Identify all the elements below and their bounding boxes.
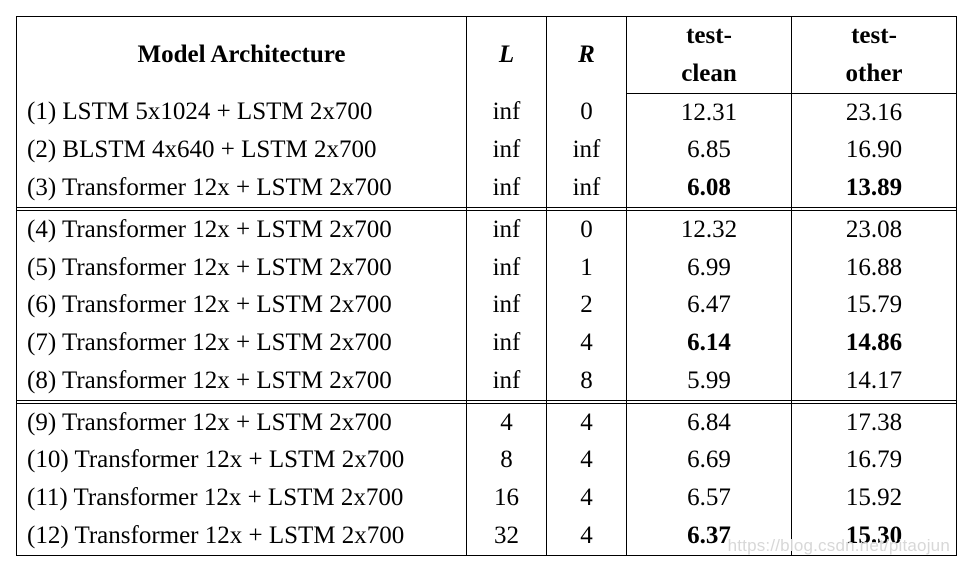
cell-test-other: 16.79 (792, 441, 957, 479)
cell-R: inf (547, 131, 627, 169)
table-row: (11) Transformer 12x + LSTM 2x7001646.57… (17, 479, 957, 517)
cell-L: inf (467, 249, 547, 287)
cell-R: 0 (547, 93, 627, 131)
cell-test-other: 15.30 (792, 517, 957, 555)
cell-arch: (1) LSTM 5x1024 + LSTM 2x700 (17, 93, 467, 131)
cell-L: inf (467, 169, 547, 207)
cell-test-clean: 12.31 (627, 93, 792, 131)
cell-test-other: 14.86 (792, 324, 957, 362)
table-row: (12) Transformer 12x + LSTM 2x7003246.37… (17, 517, 957, 555)
cell-R: 4 (547, 324, 627, 362)
cell-test-clean: 6.57 (627, 479, 792, 517)
table-row: (2) BLSTM 4x640 + LSTM 2x700infinf6.8516… (17, 131, 957, 169)
col-arch: Model Architecture (17, 17, 467, 94)
cell-test-other: 23.08 (792, 210, 957, 248)
cell-R: 4 (547, 479, 627, 517)
cell-test-other: 17.38 (792, 403, 957, 441)
table-body: (1) LSTM 5x1024 + LSTM 2x700inf012.3123.… (17, 93, 957, 555)
cell-L: inf (467, 286, 547, 324)
cell-L: inf (467, 210, 547, 248)
cell-R: 1 (547, 249, 627, 287)
header-row-1: Model Architecture L R test- test- (17, 17, 957, 55)
results-table: Model Architecture L R test- test- clean… (16, 16, 957, 556)
cell-test-other: 14.17 (792, 362, 957, 400)
cell-arch: (10) Transformer 12x + LSTM 2x700 (17, 441, 467, 479)
cell-test-clean: 6.69 (627, 441, 792, 479)
cell-arch: (7) Transformer 12x + LSTM 2x700 (17, 324, 467, 362)
table-header: Model Architecture L R test- test- clean… (17, 17, 957, 94)
col-test-other-1: test- (792, 17, 957, 55)
cell-R: 0 (547, 210, 627, 248)
cell-arch: (8) Transformer 12x + LSTM 2x700 (17, 362, 467, 400)
cell-arch: (4) Transformer 12x + LSTM 2x700 (17, 210, 467, 248)
table-row: (3) Transformer 12x + LSTM 2x700infinf6.… (17, 169, 957, 207)
cell-test-clean: 6.99 (627, 249, 792, 287)
cell-test-clean: 6.85 (627, 131, 792, 169)
cell-arch: (5) Transformer 12x + LSTM 2x700 (17, 249, 467, 287)
cell-arch: (6) Transformer 12x + LSTM 2x700 (17, 286, 467, 324)
cell-L: 32 (467, 517, 547, 555)
cell-L: inf (467, 362, 547, 400)
table-row: (1) LSTM 5x1024 + LSTM 2x700inf012.3123.… (17, 93, 957, 131)
col-test-clean-1: test- (627, 17, 792, 55)
col-L: L (467, 17, 547, 94)
cell-L: 16 (467, 479, 547, 517)
cell-arch: (2) BLSTM 4x640 + LSTM 2x700 (17, 131, 467, 169)
cell-test-clean: 6.14 (627, 324, 792, 362)
cell-test-clean: 6.08 (627, 169, 792, 207)
cell-arch: (3) Transformer 12x + LSTM 2x700 (17, 169, 467, 207)
cell-test-other: 15.79 (792, 286, 957, 324)
cell-test-clean: 6.84 (627, 403, 792, 441)
cell-R: 2 (547, 286, 627, 324)
cell-L: 8 (467, 441, 547, 479)
table-row: (9) Transformer 12x + LSTM 2x700446.8417… (17, 403, 957, 441)
cell-test-other: 23.16 (792, 93, 957, 131)
cell-test-clean: 6.47 (627, 286, 792, 324)
cell-test-other: 16.88 (792, 249, 957, 287)
cell-R: 8 (547, 362, 627, 400)
cell-test-other: 15.92 (792, 479, 957, 517)
cell-test-other: 13.89 (792, 169, 957, 207)
table-row: (8) Transformer 12x + LSTM 2x700inf85.99… (17, 362, 957, 400)
cell-test-other: 16.90 (792, 131, 957, 169)
cell-L: 4 (467, 403, 547, 441)
cell-L: inf (467, 131, 547, 169)
col-test-other-2: other (792, 55, 957, 93)
cell-R: 4 (547, 441, 627, 479)
table-row: (10) Transformer 12x + LSTM 2x700846.691… (17, 441, 957, 479)
col-test-clean-2: clean (627, 55, 792, 93)
col-R: R (547, 17, 627, 94)
table-row: (5) Transformer 12x + LSTM 2x700inf16.99… (17, 249, 957, 287)
cell-arch: (12) Transformer 12x + LSTM 2x700 (17, 517, 467, 555)
cell-R: 4 (547, 517, 627, 555)
table-row: (6) Transformer 12x + LSTM 2x700inf26.47… (17, 286, 957, 324)
cell-L: inf (467, 93, 547, 131)
cell-R: inf (547, 169, 627, 207)
cell-test-clean: 6.37 (627, 517, 792, 555)
table-row: (7) Transformer 12x + LSTM 2x700inf46.14… (17, 324, 957, 362)
cell-L: inf (467, 324, 547, 362)
cell-test-clean: 12.32 (627, 210, 792, 248)
cell-arch: (11) Transformer 12x + LSTM 2x700 (17, 479, 467, 517)
table-row: (4) Transformer 12x + LSTM 2x700inf012.3… (17, 210, 957, 248)
cell-test-clean: 5.99 (627, 362, 792, 400)
cell-R: 4 (547, 403, 627, 441)
cell-arch: (9) Transformer 12x + LSTM 2x700 (17, 403, 467, 441)
